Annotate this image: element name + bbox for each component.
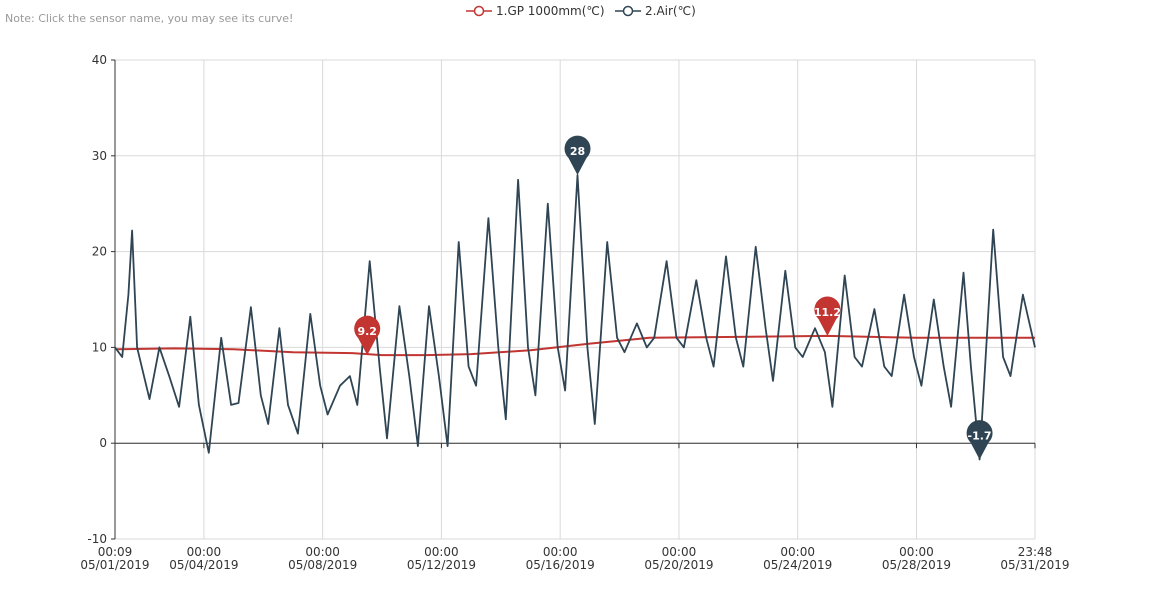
x-tick-time-label: 00:00	[187, 545, 222, 559]
y-tick-label: -10	[87, 532, 107, 546]
mark-point-marker	[814, 296, 841, 336]
legend-air-label: 2.Air(℃)	[645, 4, 696, 18]
legend-item-gp[interactable]: 1.GP 1000mm(℃)	[466, 2, 605, 20]
legend-item-air[interactable]: 2.Air(℃)	[615, 2, 696, 20]
mark-point-marker	[966, 420, 993, 460]
x-tick-date-label: 05/16/2019	[526, 558, 595, 572]
mark-point-pin: 9.2	[354, 315, 381, 356]
air-series-line	[114, 174, 1036, 461]
mark-point-pin: 11.2	[814, 296, 841, 336]
x-tick-date-label: 05/01/2019	[80, 558, 149, 572]
gp-series-line	[114, 334, 1035, 357]
legend-air-line-icon	[615, 5, 641, 17]
x-tick-date-label: 05/28/2019	[882, 558, 951, 572]
x-tick-date-label: 05/20/2019	[644, 558, 713, 572]
x-tick-date-label: 05/08/2019	[288, 558, 357, 572]
axes: -1001020304000:0905/01/201900:0005/04/20…	[80, 53, 1069, 572]
x-tick-time-label: 00:00	[424, 545, 459, 559]
mark-point-label: 9.2	[357, 325, 377, 338]
x-tick-time-label: 23:48	[1018, 545, 1053, 559]
x-tick-date-label: 05/12/2019	[407, 558, 476, 572]
series-lines	[114, 174, 1036, 461]
y-tick-label: 10	[92, 340, 107, 354]
mark-point-label: 28	[570, 145, 585, 158]
legend-gp-label: 1.GP 1000mm(℃)	[496, 4, 605, 18]
x-tick-date-label: 05/31/2019	[1000, 558, 1069, 572]
y-tick-label: 30	[92, 149, 107, 163]
mark-point-pin: 28	[564, 135, 591, 175]
y-tick-label: 40	[92, 53, 107, 67]
mark-point-pin: -1.7	[966, 420, 993, 460]
x-tick-date-label: 05/24/2019	[763, 558, 832, 572]
mark-point-label: -1.7	[968, 429, 992, 442]
legend: 1.GP 1000mm(℃) 2.Air(℃)	[0, 2, 1150, 20]
legend-gp-line-icon	[466, 5, 492, 17]
mark-point-marker	[354, 315, 381, 356]
y-tick-label: 0	[99, 436, 107, 450]
grid	[114, 59, 1036, 540]
x-tick-time-label: 00:00	[899, 545, 934, 559]
mark-point-marker	[564, 135, 591, 175]
x-tick-time-label: 00:00	[780, 545, 815, 559]
mark-point-label: 11.2	[814, 306, 841, 319]
x-tick-time-label: 00:09	[98, 545, 133, 559]
y-tick-label: 20	[92, 245, 107, 259]
note-text: Note: Click the sensor name, you may see…	[5, 12, 294, 25]
x-tick-time-label: 00:00	[305, 545, 340, 559]
mark-points: 9.2 11.2 28 -1.7	[354, 135, 993, 460]
x-tick-date-label: 05/04/2019	[169, 558, 238, 572]
x-tick-time-label: 00:00	[662, 545, 697, 559]
x-tick-time-label: 00:00	[543, 545, 578, 559]
